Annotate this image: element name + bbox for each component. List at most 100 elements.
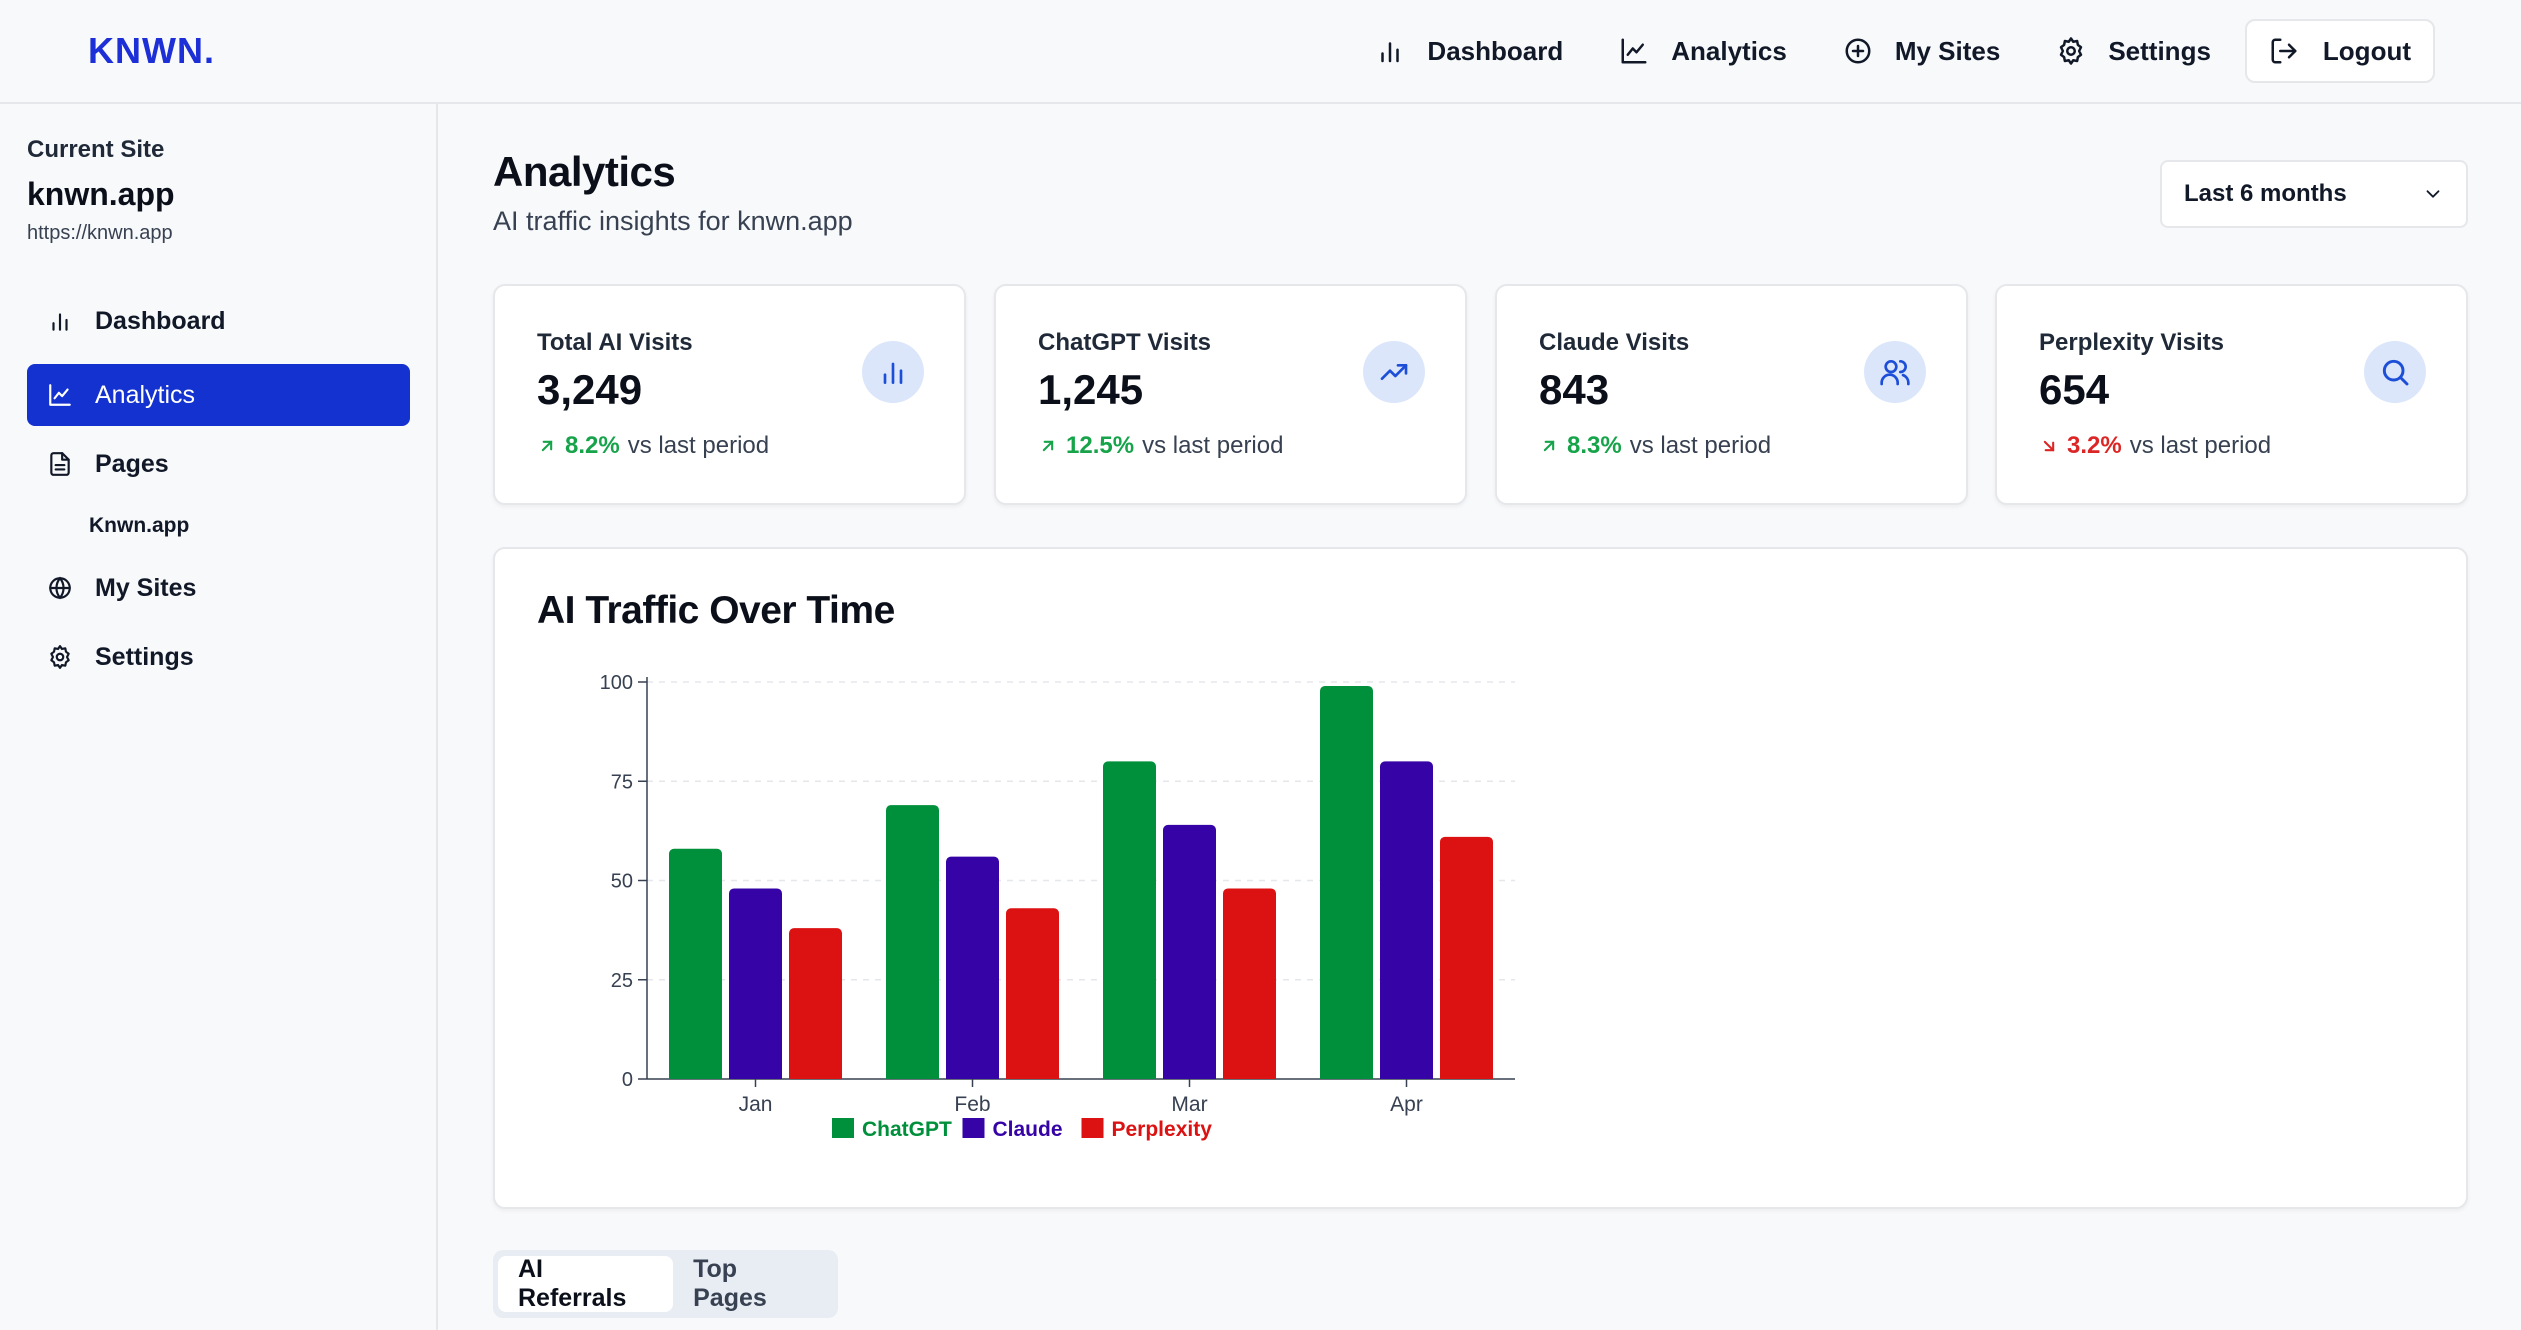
logo[interactable]: KNWN.	[88, 30, 215, 71]
bar-claude	[1163, 824, 1216, 1079]
stat-card-icon	[862, 341, 924, 403]
bar-chart-icon	[1381, 42, 1400, 63]
bar-chart-icon	[52, 313, 68, 331]
topnav-dashboard-label: Dashboard	[1427, 35, 1564, 66]
sidebar-item-dashboard[interactable]: Dashboard	[27, 290, 410, 352]
stat-card-change: 8.2% vs last period	[537, 432, 769, 460]
bar-perplexity	[1440, 836, 1493, 1079]
stat-card-icon	[1363, 341, 1425, 403]
bar-chatgpt	[1103, 761, 1156, 1079]
stat-card-title: ChatGPT Visits	[1038, 329, 1211, 356]
bar-claude	[946, 856, 999, 1079]
stat-card-change: 3.2% vs last period	[2039, 432, 2271, 460]
stat-card-chatgpt: ChatGPT Visits 1,245 12.5% vs last perio…	[994, 284, 1467, 505]
trending-up-icon	[1380, 364, 1408, 380]
date-range-value: Last 6 months	[2184, 180, 2347, 207]
arrow-up-right-icon	[541, 440, 553, 452]
bar-base-perplexity	[1223, 1073, 1276, 1079]
sidebar-subitem-knwn-app[interactable]: Knwn.app	[89, 514, 190, 537]
chart-title: AI Traffic Over Time	[537, 589, 895, 632]
stat-card-change-pct: 8.2%	[565, 432, 620, 459]
bar-chatgpt	[886, 805, 939, 1079]
gear-icon	[50, 645, 70, 669]
y-tick-label: 100	[600, 672, 633, 694]
sidebar-item-label: Settings	[95, 642, 194, 671]
x-tick-label: Jan	[739, 1093, 773, 1116]
stat-card-title: Total AI Visits	[537, 329, 693, 356]
sidebar-item-pages[interactable]: Pages	[27, 433, 410, 495]
stat-card-change-pct: 3.2%	[2067, 432, 2122, 459]
tab-top-pages[interactable]: Top Pages	[693, 1255, 767, 1312]
x-tick-label: Apr	[1390, 1093, 1423, 1116]
topnav-my-sites-label: My Sites	[1894, 35, 2001, 66]
current-site-label: Current Site	[27, 136, 165, 163]
x-tick-label: Mar	[1171, 1093, 1207, 1116]
stat-card-value: 1,245	[1038, 366, 1144, 413]
topnav-my-sites[interactable]: My Sites	[1843, 35, 2001, 67]
bar-perplexity	[1006, 908, 1059, 1079]
legend-swatch	[832, 1118, 854, 1138]
bar-perplexity	[1223, 888, 1276, 1079]
line-chart-icon	[1621, 38, 1647, 64]
sidebar-item-settings[interactable]: Settings	[27, 626, 410, 688]
stat-card-change-suffix: vs last period	[1629, 432, 1772, 459]
stat-card-change-pct: 12.5%	[1066, 432, 1135, 459]
stat-card-claude: Claude Visits 843 8.3% vs last period	[1495, 284, 1968, 505]
stat-card-change-pct: 8.3%	[1567, 432, 1622, 459]
logout-label: Logout	[2322, 35, 2411, 66]
legend-swatch	[1081, 1118, 1104, 1138]
topnav-dashboard[interactable]: Dashboard	[1375, 36, 1563, 67]
bar-base-claude	[1163, 1073, 1216, 1079]
arrow-up-right-icon	[1543, 440, 1555, 452]
stat-card-change: 8.3% vs last period	[1539, 432, 1771, 460]
stat-card-total: Total AI Visits 3,249 8.2% vs last perio…	[493, 284, 966, 505]
traffic-bar-chart: 0 25 50 75 100 Jan Feb Mar Apr ChatGPT Claude Perpl…	[600, 672, 1515, 1141]
document-icon	[50, 452, 70, 476]
stat-card-value: 654	[2039, 366, 2110, 413]
bar-base-chatgpt	[669, 1073, 722, 1079]
logout-button[interactable]: Logout	[2244, 19, 2435, 83]
stat-card-value: 3,249	[537, 366, 643, 413]
legend-swatch	[962, 1118, 985, 1138]
topnav-settings[interactable]: Settings	[2056, 36, 2211, 67]
stat-card-change-suffix: vs last period	[2129, 432, 2272, 459]
sidebar-item-my-sites[interactable]: My Sites	[27, 557, 410, 619]
bar-claude	[729, 888, 782, 1079]
y-tick-label: 50	[611, 871, 633, 893]
sidebar-item-label: Dashboard	[95, 306, 226, 335]
page-subtitle: AI traffic insights for knwn.app	[493, 206, 853, 236]
bar-base-claude	[729, 1073, 782, 1079]
chevron-down-icon	[2426, 190, 2440, 198]
gear-icon	[2060, 37, 2083, 65]
stat-card-change: 12.5% vs last period	[1038, 432, 1283, 460]
line-chart-icon	[49, 384, 71, 406]
y-tick-label: 0	[622, 1069, 633, 1091]
bar-chatgpt	[669, 848, 722, 1079]
bar-chart-icon	[883, 362, 903, 384]
stat-card-icon	[2364, 341, 2426, 403]
site-url: https://knwn.app	[27, 222, 173, 244]
tab-bar: AI Referrals Top Pages	[493, 1250, 838, 1318]
date-range-select[interactable]: Last 6 months	[2160, 160, 2468, 228]
bar-chatgpt	[1320, 685, 1373, 1079]
bar-base-chatgpt	[886, 1073, 939, 1079]
sidebar-item-analytics[interactable]: Analytics	[27, 364, 410, 426]
y-tick-label: 75	[611, 771, 633, 793]
users-icon	[1880, 360, 1910, 386]
bar-base-perplexity	[1006, 1073, 1059, 1079]
bar-base-chatgpt	[1320, 1073, 1373, 1079]
bar-base-perplexity	[789, 1073, 842, 1079]
tab-ai-referrals[interactable]: AI Referrals	[498, 1255, 674, 1312]
bar-base-claude	[1380, 1073, 1433, 1079]
topnav-settings-label: Settings	[2108, 35, 2211, 66]
bar-base-perplexity	[1440, 1073, 1493, 1079]
sidebar-item-label: My Sites	[95, 573, 197, 602]
plus-circle-icon	[1845, 38, 1871, 64]
stat-card-value: 843	[1539, 366, 1610, 413]
legend-label: Perplexity	[1112, 1118, 1213, 1141]
sidebar-item-label: Analytics	[95, 380, 196, 409]
x-tick-label: Feb	[954, 1093, 990, 1116]
arrow-down-right-icon	[2043, 440, 2055, 452]
topnav-analytics[interactable]: Analytics	[1619, 36, 1787, 67]
stat-card-change-suffix: vs last period	[627, 432, 770, 459]
